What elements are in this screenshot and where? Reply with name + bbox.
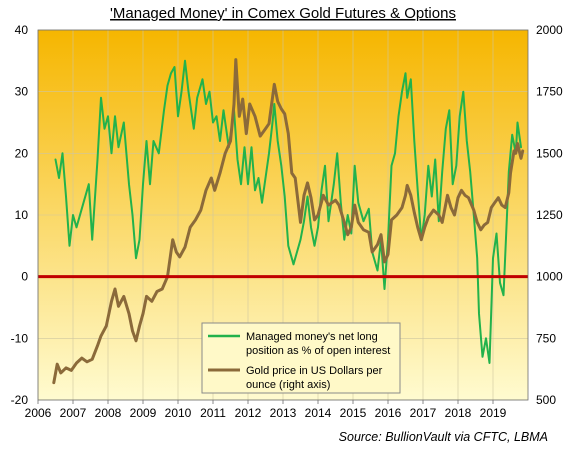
legend-label-managed-money-line-1: Managed money's net long [246,331,378,343]
y-left-tick-label: -20 [11,393,29,407]
source-note: Source: BullionVault via CFTC, LBMA [339,430,548,444]
legend-label-gold-price-line-1: Gold price in US Dollars per [246,365,383,377]
y-left-tick-label: 20 [15,146,29,160]
x-tick-label: 2010 [165,406,192,420]
x-tick-label: 2014 [305,406,332,420]
x-tick-label: 2019 [480,406,507,420]
x-tick-label: 2011 [200,406,226,420]
legend: Managed money's net long position as % o… [201,322,401,394]
x-tick-label: 2007 [60,406,87,420]
y-right-tick-label: 750 [536,331,556,345]
y-right-tick-label: 500 [536,393,556,407]
series-line-gold-price [52,58,525,385]
x-tick-label: 2006 [25,406,52,420]
y-left-tick-label: 30 [15,85,29,99]
x-tick-label: 2015 [340,406,367,420]
y-left-tick-label: 40 [15,23,29,37]
y-left-tick-label: 0 [21,270,28,284]
series-line-managed-money [54,59,522,364]
y-right-tick-label: 2000 [536,23,563,37]
y-right-tick-label: 1750 [536,85,563,99]
chart-title: 'Managed Money' in Comex Gold Futures & … [110,5,456,22]
x-tick-label: 2017 [410,406,437,420]
legend-box [201,322,401,394]
x-tick-label: 2012 [235,406,262,420]
y-left-tick-label: -10 [11,331,29,345]
legend-label-managed-money: Managed money's net long position as % o… [246,331,390,357]
axes: -20 -10 0 10 20 30 40 500 750 1000 1250 1500 1750 200… [11,23,563,420]
y-right-tick-label: 1500 [536,146,563,160]
legend-label-managed-money-line-2: position as % of open interest [246,345,390,357]
series-layer [52,58,525,385]
legend-label-gold-price: Gold price in US Dollars per ounce (righ… [246,365,385,391]
x-tick-label: 2008 [95,406,122,420]
x-tick-label: 2013 [270,406,297,420]
x-tick-label: 2018 [445,406,472,420]
y-right-tick-label: 1000 [536,270,563,284]
x-tick-label: 2009 [130,406,157,420]
legend-label-gold-price-line-2: ounce (right axis) [246,379,330,391]
y-left-tick-label: 10 [15,208,29,222]
x-tick-label: 2016 [375,406,402,420]
y-right-tick-label: 1250 [536,208,563,222]
